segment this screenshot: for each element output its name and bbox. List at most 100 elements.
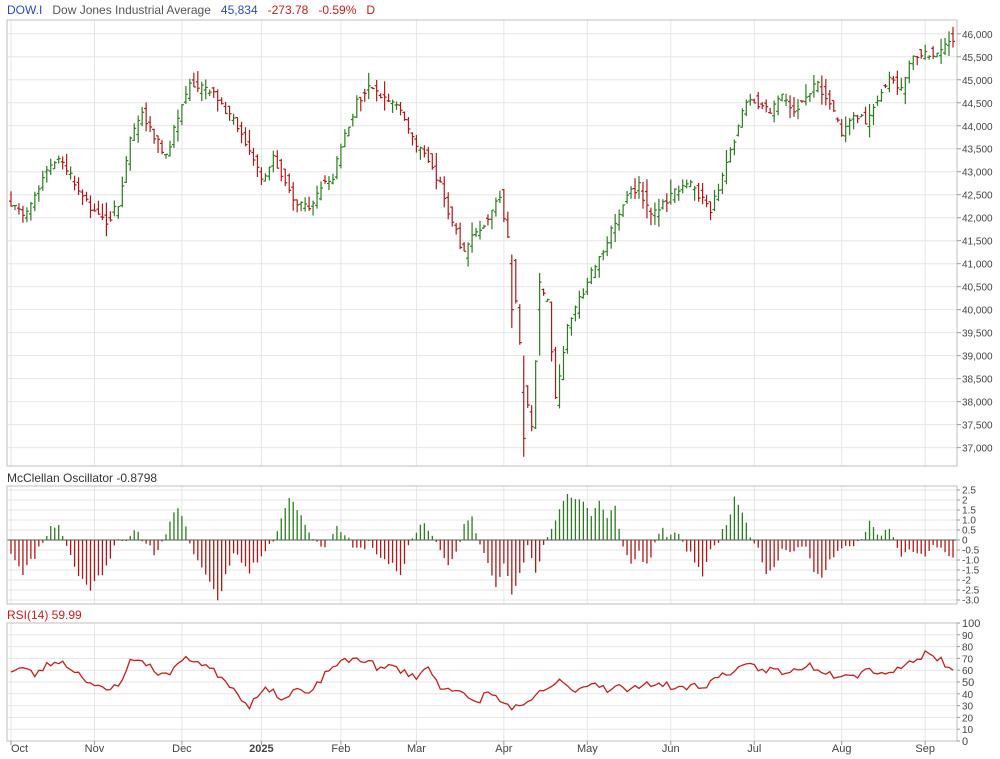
ohlc-bar[interactable] bbox=[652, 202, 657, 225]
ohlc-bar[interactable] bbox=[871, 103, 876, 126]
ohlc-bar[interactable] bbox=[40, 170, 45, 191]
ohlc-bar[interactable] bbox=[803, 84, 808, 106]
ohlc-bar[interactable] bbox=[136, 115, 141, 143]
ohlc-bar[interactable] bbox=[450, 206, 455, 227]
ohlc-bar[interactable] bbox=[911, 55, 916, 70]
ohlc-bar[interactable] bbox=[223, 101, 228, 115]
ohlc-bar[interactable] bbox=[263, 173, 268, 182]
ohlc-bar[interactable] bbox=[883, 83, 888, 89]
ohlc-bar[interactable] bbox=[434, 152, 439, 190]
ohlc-bar[interactable] bbox=[179, 103, 184, 126]
ohlc-bar[interactable] bbox=[354, 95, 359, 118]
ohlc-bar[interactable] bbox=[76, 177, 81, 195]
ohlc-bar[interactable] bbox=[593, 264, 598, 279]
ohlc-bar[interactable] bbox=[243, 127, 248, 147]
ohlc-bar[interactable] bbox=[609, 225, 614, 249]
ohlc-bar[interactable] bbox=[581, 288, 586, 299]
ohlc-bar[interactable] bbox=[24, 207, 29, 223]
ohlc-bar[interactable] bbox=[617, 209, 622, 231]
ohlc-bar[interactable] bbox=[565, 323, 570, 354]
ohlc-bar[interactable] bbox=[640, 181, 645, 209]
ohlc-bar[interactable] bbox=[454, 222, 459, 235]
ohlc-bar[interactable] bbox=[466, 242, 471, 267]
ohlc-bar[interactable] bbox=[124, 156, 129, 183]
ohlc-bar[interactable] bbox=[342, 129, 347, 148]
ohlc-bar[interactable] bbox=[80, 189, 85, 206]
ohlc-bar[interactable] bbox=[152, 128, 157, 144]
ohlc-bar[interactable] bbox=[442, 176, 447, 208]
ohlc-bar[interactable] bbox=[251, 147, 256, 166]
ohlc-bar[interactable] bbox=[350, 113, 355, 127]
ohlc-bar[interactable] bbox=[561, 345, 566, 381]
ohlc-bar[interactable] bbox=[426, 146, 431, 163]
ohlc-bar[interactable] bbox=[493, 197, 498, 217]
ohlc-bar[interactable] bbox=[299, 201, 304, 212]
ohlc-bar[interactable] bbox=[16, 203, 21, 215]
ohlc-bar[interactable] bbox=[549, 301, 554, 362]
ohlc-bar[interactable] bbox=[768, 107, 773, 114]
ohlc-bar[interactable] bbox=[720, 172, 725, 195]
ohlc-bar[interactable] bbox=[64, 153, 69, 175]
ohlc-bar[interactable] bbox=[235, 116, 240, 132]
ohlc-bar[interactable] bbox=[116, 205, 121, 219]
ohlc-bar[interactable] bbox=[637, 176, 641, 199]
ohlc-bar[interactable] bbox=[855, 114, 860, 124]
ohlc-bar[interactable] bbox=[752, 98, 757, 104]
ohlc-bar[interactable] bbox=[807, 93, 812, 102]
ohlc-bar[interactable] bbox=[382, 81, 387, 111]
ohlc-bar[interactable] bbox=[704, 194, 709, 208]
ohlc-bar[interactable] bbox=[279, 158, 284, 182]
ohlc-bar[interactable] bbox=[577, 290, 582, 319]
ohlc-bar[interactable] bbox=[764, 99, 769, 113]
ohlc-bar[interactable] bbox=[943, 37, 948, 55]
ohlc-bar[interactable] bbox=[660, 199, 665, 210]
ohlc-bar[interactable] bbox=[211, 86, 216, 98]
ohlc-bar[interactable] bbox=[847, 117, 852, 136]
ohlc-bar[interactable] bbox=[621, 204, 626, 217]
ohlc-bar[interactable] bbox=[438, 176, 443, 183]
ohlc-bar[interactable] bbox=[935, 52, 940, 58]
ohlc-bar[interactable] bbox=[191, 72, 196, 88]
ohlc-bar[interactable] bbox=[171, 125, 176, 148]
ohlc-bar[interactable] bbox=[728, 147, 733, 163]
ohlc-bar[interactable] bbox=[931, 46, 936, 59]
ohlc-bar[interactable] bbox=[247, 129, 252, 155]
ohlc-bar[interactable] bbox=[613, 213, 618, 243]
ohlc-bar[interactable] bbox=[939, 38, 944, 64]
ohlc-bar[interactable] bbox=[366, 72, 371, 100]
ohlc-bar[interactable] bbox=[780, 93, 785, 102]
ohlc-bar[interactable] bbox=[68, 166, 73, 180]
ohlc-bar[interactable] bbox=[485, 214, 490, 226]
ohlc-bar[interactable] bbox=[374, 79, 379, 102]
ohlc-bar[interactable] bbox=[422, 145, 427, 158]
ohlc-bar[interactable] bbox=[175, 109, 180, 142]
ohlc-bar[interactable] bbox=[156, 135, 161, 153]
ohlc-bar[interactable] bbox=[907, 60, 912, 84]
ohlc-bar[interactable] bbox=[525, 385, 530, 408]
ohlc-bar[interactable] bbox=[947, 31, 952, 56]
ohlc-bar[interactable] bbox=[676, 185, 681, 201]
ohlc-bar[interactable] bbox=[505, 211, 510, 238]
ohlc-bar[interactable] bbox=[795, 99, 800, 120]
ohlc-bar[interactable] bbox=[474, 228, 479, 237]
ohlc-bar[interactable] bbox=[446, 192, 451, 220]
ohlc-bar[interactable] bbox=[56, 155, 61, 164]
ohlc-bar[interactable] bbox=[303, 197, 308, 212]
ohlc-bar[interactable] bbox=[140, 106, 145, 127]
ohlc-bar[interactable] bbox=[271, 150, 276, 173]
ohlc-bar[interactable] bbox=[819, 75, 824, 105]
ohlc-bar[interactable] bbox=[811, 75, 816, 98]
ohlc-bar[interactable] bbox=[394, 101, 399, 110]
ohlc-bar[interactable] bbox=[160, 139, 165, 155]
ohlc-bar[interactable] bbox=[521, 355, 526, 457]
ohlc-bar[interactable] bbox=[863, 106, 868, 125]
ohlc-bar[interactable] bbox=[295, 199, 300, 213]
ohlc-bar[interactable] bbox=[788, 95, 793, 119]
ohlc-bar[interactable] bbox=[259, 167, 264, 186]
ohlc-bar[interactable] bbox=[334, 156, 339, 180]
ohlc-bar[interactable] bbox=[501, 188, 506, 223]
ohlc-bar[interactable] bbox=[398, 102, 403, 116]
ohlc-bar[interactable] bbox=[597, 255, 602, 278]
ohlc-bar[interactable] bbox=[644, 179, 649, 219]
ohlc-bar[interactable] bbox=[72, 175, 77, 191]
